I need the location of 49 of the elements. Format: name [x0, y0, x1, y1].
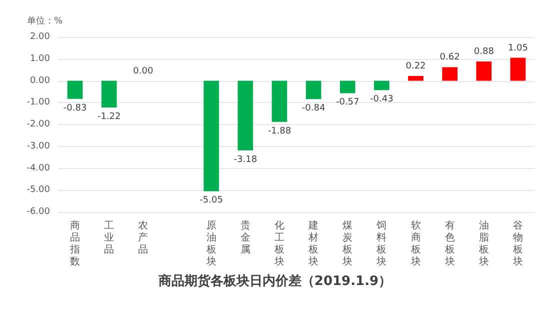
- bar: [67, 80, 83, 99]
- x-tick-label: 有色板块: [444, 220, 455, 268]
- data-label: 1.05: [508, 43, 528, 54]
- data-label: -0.43: [370, 94, 394, 105]
- y-tick-label: 2.00: [30, 32, 50, 42]
- data-label: 0.22: [406, 61, 426, 72]
- data-label: -0.84: [302, 104, 326, 114]
- y-tick-label: -4.00: [26, 163, 50, 174]
- data-label: -1.22: [97, 112, 121, 122]
- data-label: -1.88: [268, 126, 292, 136]
- data-label: -3.18: [234, 154, 258, 165]
- y-tick-label: -1.00: [26, 98, 50, 108]
- bar: [374, 80, 390, 90]
- data-label: -5.05: [200, 196, 223, 206]
- x-tick-label: 商品指数: [69, 220, 80, 268]
- bar: [204, 80, 219, 192]
- bar: [306, 80, 322, 100]
- bar: [442, 67, 458, 81]
- x-tick-label: 建材板块: [308, 220, 319, 268]
- x-tick-label: 贵金属: [240, 220, 250, 256]
- x-tick-label: 饲料板块: [376, 220, 387, 268]
- x-tick-label: 化工板块: [273, 220, 284, 268]
- x-tick-label: 谷物板块: [512, 220, 523, 268]
- y-tick-label: -2.00: [26, 120, 50, 130]
- x-tick-label: 油脂板块: [478, 220, 489, 268]
- data-label: 0.62: [440, 52, 460, 63]
- x-tick-label: 煤炭板块: [342, 220, 353, 268]
- y-tick-label: -5.00: [26, 185, 50, 196]
- data-label: 0.88: [474, 47, 494, 57]
- bar: [238, 80, 254, 150]
- y-axis-title: 单位：%: [27, 16, 63, 26]
- data-label: 0.00: [133, 66, 154, 76]
- y-tick-label: -3.00: [26, 141, 50, 152]
- y-tick-label: -6.00: [26, 207, 50, 217]
- bar: [510, 58, 526, 81]
- data-label: -0.83: [63, 103, 87, 114]
- y-tick-label: 1.00: [30, 54, 50, 64]
- x-tick-label: 农产品: [138, 220, 148, 256]
- bar: [408, 76, 424, 81]
- bar: [340, 80, 356, 94]
- bar: [476, 62, 492, 81]
- bar: [272, 80, 288, 122]
- text: 商品期货各板块日内价差（2019.1.9）: [157, 273, 392, 289]
- y-tick-label: 0.00: [30, 76, 50, 86]
- bar: [101, 80, 117, 108]
- x-tick-label: 软商板块: [410, 220, 421, 268]
- data-label: -0.57: [336, 98, 360, 108]
- x-tick-label: 工业品: [104, 220, 114, 256]
- x-tick-label: 原油板块: [205, 220, 216, 268]
